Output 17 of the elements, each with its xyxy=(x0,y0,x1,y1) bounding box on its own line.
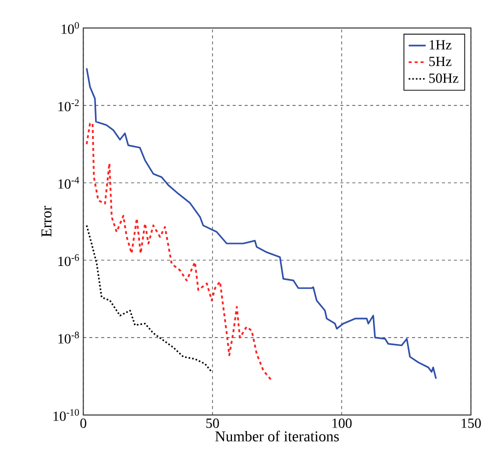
x-tick-label: 150 xyxy=(462,418,481,428)
y-tick-label: 10$^{-10}$ xyxy=(54,409,79,421)
x-tick-label: 0 xyxy=(80,418,86,428)
y-axis-title: Error xyxy=(42,206,52,237)
legend-label: 1Hz xyxy=(430,40,452,50)
x-axis-title: Number of iterations xyxy=(215,430,339,442)
y-tick-label: 10$^{0}$ xyxy=(62,22,79,34)
line-series xyxy=(86,224,213,373)
y-tick-label: 10$^{-2}$ xyxy=(58,99,79,112)
legend-label: 50Hz xyxy=(429,73,458,83)
y-tick-label: 10$^{-6}$ xyxy=(58,254,79,266)
legend-label: 5Hz xyxy=(429,56,452,66)
line-series xyxy=(86,122,273,382)
x-tick-label: 100 xyxy=(332,418,352,428)
y-tick-label: 10$^{-4}$ xyxy=(58,176,80,189)
x-tick-label: 50 xyxy=(206,418,219,428)
y-tick-label: 10$^{-8}$ xyxy=(58,332,79,344)
